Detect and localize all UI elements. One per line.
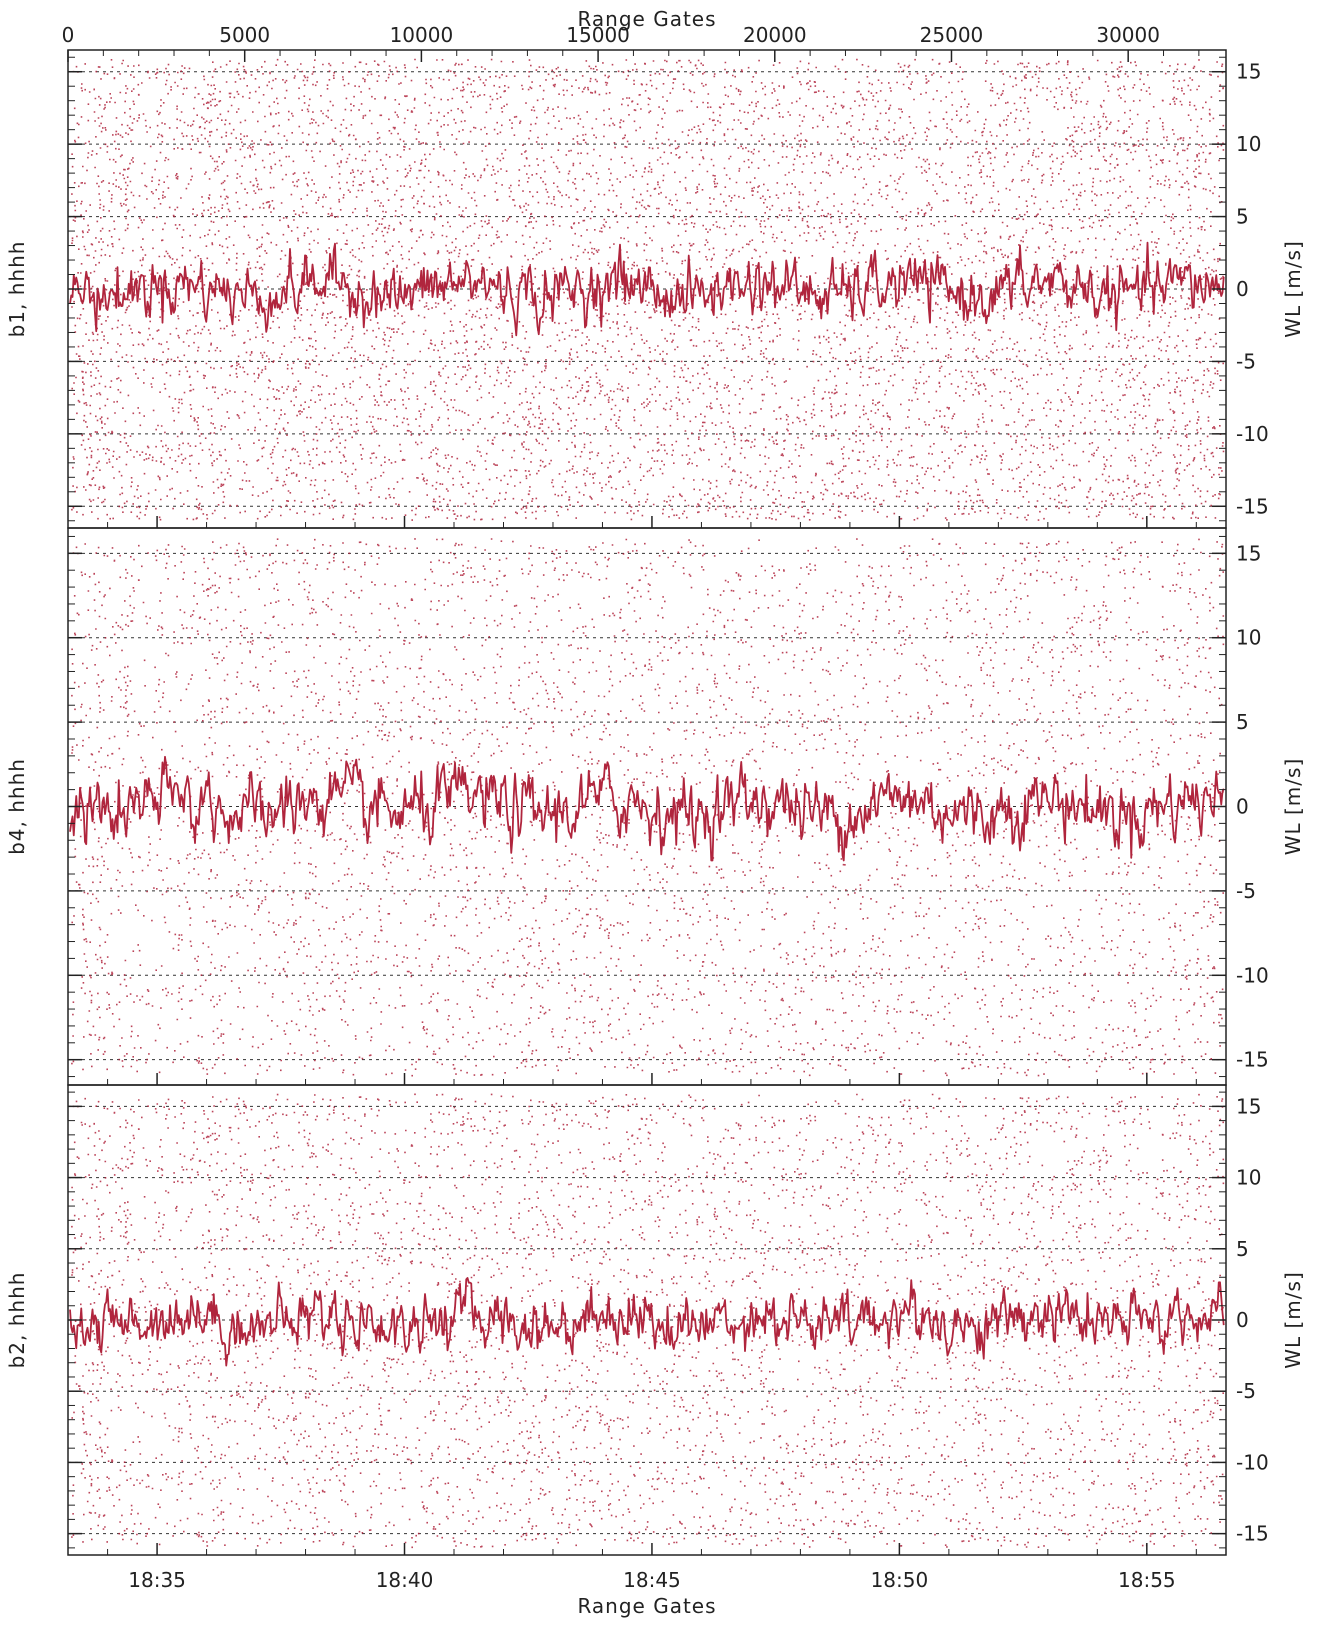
noise-points — [71, 58, 1225, 521]
top-axis-title: Range Gates — [577, 7, 716, 31]
bottom-axis-title: Range Gates — [577, 1594, 716, 1618]
y-tick-label: -15 — [1236, 1522, 1269, 1546]
y-tick-label: -5 — [1236, 349, 1256, 373]
bottom-axis-tick-label: 18:35 — [128, 1568, 186, 1592]
top-axis: 0 5000 10000 15000 20000 25000 30000 — [62, 23, 1200, 62]
y-tick-label: 5 — [1236, 205, 1249, 229]
top-axis-tick-label: 15000 — [566, 23, 630, 47]
y-tick-label: 10 — [1236, 132, 1261, 156]
signal-trace — [69, 241, 1225, 337]
signal-trace — [69, 755, 1225, 862]
y-axis: 15 10 5 0 -5 -10 -15 — [67, 1084, 1269, 1556]
noise-points — [71, 538, 1225, 1077]
top-axis-tick-label: 25000 — [920, 23, 984, 47]
bottom-axis-tick-label: 18:50 — [871, 1568, 929, 1592]
noise-scatter — [71, 538, 1225, 1077]
panel-label: b2, hhhh — [5, 1272, 29, 1369]
bottom-axis-tick-label: 18:55 — [1118, 1568, 1176, 1592]
top-axis-tick-label: 5000 — [219, 23, 270, 47]
y-tick-label: -5 — [1236, 879, 1256, 903]
y-tick-label: -10 — [1236, 1450, 1269, 1474]
y-tick-label: 0 — [1236, 1308, 1249, 1332]
y-tick-label: 15 — [1236, 60, 1261, 84]
y-tick-label: -5 — [1236, 1379, 1256, 1403]
noise-scatter — [71, 1093, 1225, 1549]
y-tick-label: 10 — [1236, 626, 1261, 650]
y-axis: 15 10 5 0 -5 -10 -15 — [67, 49, 1269, 529]
bottom-axis: 18:35 18:40 18:45 18:50 18:55 — [107, 516, 1197, 1592]
y-tick-label: 15 — [1236, 541, 1261, 565]
top-axis-tick-label: 30000 — [1096, 23, 1160, 47]
y-tick-label: -10 — [1236, 963, 1269, 987]
top-axis-tick-label: 10000 — [390, 23, 454, 47]
bottom-axis-tick-label: 18:45 — [623, 1568, 681, 1592]
y-tick-label: -10 — [1236, 422, 1269, 446]
y-tick-label: -15 — [1236, 1048, 1269, 1072]
y-tick-label: 5 — [1236, 710, 1249, 734]
top-axis-tick-label: 0 — [62, 23, 75, 47]
y-axis-title: WL [m/s] — [1281, 240, 1305, 338]
noise-points — [71, 1093, 1225, 1549]
bottom-axis-tick-label: 18:40 — [376, 1568, 434, 1592]
panel-b2: 15 10 5 0 -5 -10 -15 b2, hhhh WL [m/s] — [5, 1084, 1305, 1556]
y-axis-title: WL [m/s] — [1281, 1271, 1305, 1369]
panel-label: b1, hhhh — [5, 241, 29, 338]
panel-b4: 15 10 5 0 -5 -10 -15 b4, hhhh WL [m/s] — [5, 527, 1305, 1086]
noise-scatter — [71, 58, 1225, 521]
panel-b1: 15 10 5 0 -5 -10 -15 b1, hhhh WL [m/s] — [5, 49, 1305, 529]
y-tick-label: 0 — [1236, 795, 1249, 819]
y-tick-label: 0 — [1236, 277, 1249, 301]
y-tick-label: 10 — [1236, 1166, 1261, 1190]
signal-trace — [69, 1277, 1225, 1367]
y-tick-label: -15 — [1236, 494, 1269, 518]
y-tick-label: 15 — [1236, 1094, 1261, 1118]
y-tick-label: 5 — [1236, 1237, 1249, 1261]
panel-label: b4, hhhh — [5, 758, 29, 855]
top-axis-tick-label: 20000 — [743, 23, 807, 47]
y-axis-title: WL [m/s] — [1281, 758, 1305, 856]
